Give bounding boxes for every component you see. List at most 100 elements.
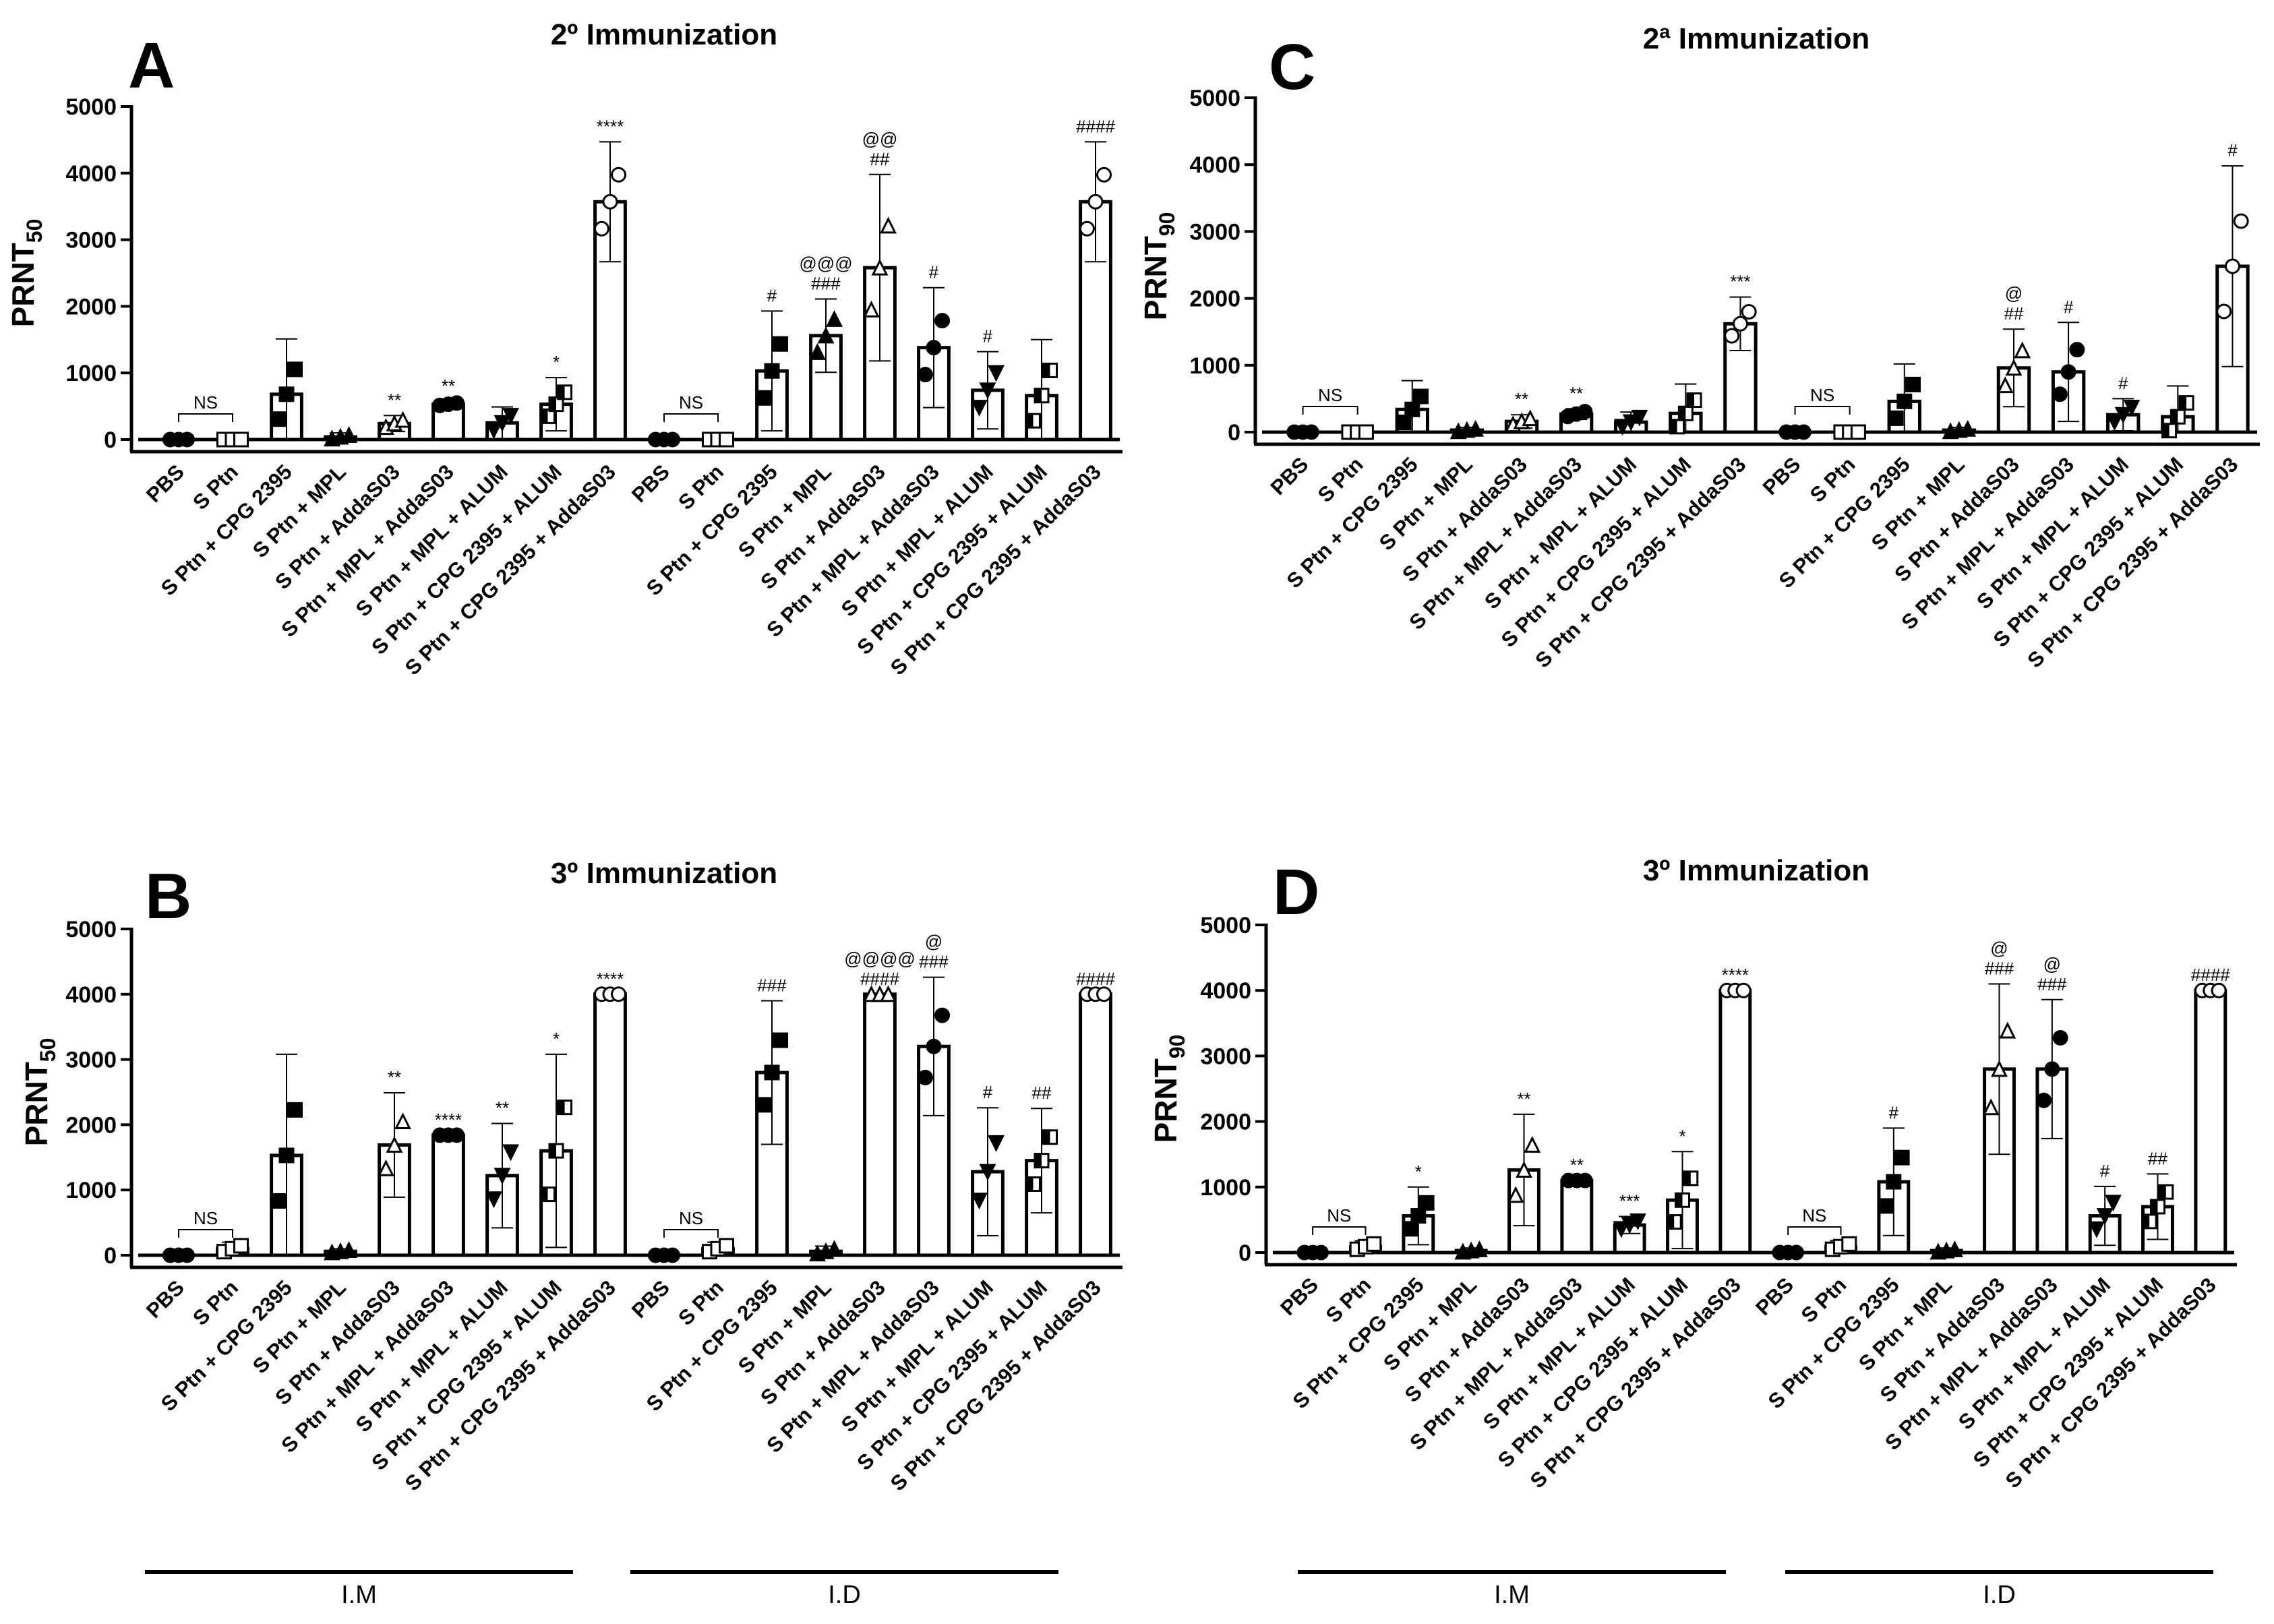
data-point-half <box>549 397 556 411</box>
data-point <box>665 431 681 448</box>
data-point <box>2005 359 2023 376</box>
significance-label: # <box>2100 1161 2110 1181</box>
route-label: I.M <box>341 1581 377 1609</box>
y-tick-label: 4000 <box>1189 152 1240 178</box>
data-point <box>1507 1186 1524 1203</box>
data-point <box>278 386 295 402</box>
y-axis-label-sub: 90 <box>1155 212 1179 237</box>
significance-label: **** <box>597 116 624 136</box>
significance-label: ## <box>2004 303 2024 324</box>
data-point <box>863 300 880 318</box>
data-point <box>287 1102 303 1118</box>
significance-label: # <box>1889 1102 1899 1122</box>
bar <box>863 992 897 1257</box>
data-point <box>1724 328 1740 344</box>
panel-title: 3º Immunization <box>1643 854 1869 887</box>
significance-label: #### <box>860 969 899 989</box>
ns-bracket <box>663 413 719 422</box>
significance-label: ** <box>388 390 401 410</box>
data-point <box>917 367 933 383</box>
significance-at-label: @@@@ <box>844 949 916 969</box>
data-point <box>493 1168 511 1185</box>
y-tick-label: 2000 <box>1200 1110 1251 1135</box>
data-point <box>1096 986 1112 1002</box>
significance-label: * <box>1415 1162 1422 1182</box>
significance-label: ** <box>388 1067 401 1087</box>
significance-label: ** <box>1515 389 1528 409</box>
data-point <box>1577 404 1593 420</box>
significance-label: #### <box>1076 969 1115 989</box>
data-point <box>1850 424 1866 440</box>
ns-bracket <box>663 1229 719 1238</box>
data-point <box>449 395 465 411</box>
panel-title: 3º Immunization <box>551 857 777 890</box>
y-tick-label: 1000 <box>1189 353 1240 379</box>
data-point <box>2114 407 2132 424</box>
data-point <box>1412 388 1429 404</box>
data-point <box>2106 414 2123 431</box>
y-tick-label: 5000 <box>65 94 117 120</box>
y-tick-label: 3000 <box>1189 219 1240 245</box>
data-point <box>270 1193 286 1209</box>
y-tick-label: 5000 <box>1189 86 1240 111</box>
data-point-half <box>1687 393 1695 407</box>
data-point-half <box>1683 1171 1691 1185</box>
significance-label: # <box>2227 140 2238 160</box>
data-point-half <box>549 1144 556 1158</box>
data-point <box>179 431 196 448</box>
y-axis-label: PRNT90 <box>1148 1035 1189 1143</box>
data-point-half <box>2162 423 2170 438</box>
data-point <box>1878 1198 1894 1214</box>
significance-label: ## <box>2148 1148 2167 1168</box>
data-point <box>988 1135 1005 1152</box>
data-point <box>880 216 897 234</box>
y-axis-label: PRNT50 <box>19 1038 60 1147</box>
data-point <box>926 1038 942 1054</box>
data-point <box>611 986 627 1002</box>
y-tick-label: 1000 <box>1200 1175 1251 1201</box>
data-point <box>1621 1217 1638 1234</box>
data-point <box>1896 393 1913 409</box>
x-tick-label: S Ptn + MPL <box>734 460 836 562</box>
y-axis-label-sub: 50 <box>36 1038 60 1062</box>
data-point <box>493 415 511 432</box>
data-point <box>1735 982 1752 998</box>
y-tick-label: 4000 <box>65 161 117 187</box>
data-point <box>1358 424 1374 440</box>
data-point-half <box>1043 1130 1050 1144</box>
significance-label: ** <box>1570 1155 1584 1175</box>
data-point-half <box>541 409 548 423</box>
data-point <box>270 411 286 427</box>
y-axis-label: PRNT90 <box>1138 212 1179 321</box>
y-tick-label: 3000 <box>65 1048 117 1073</box>
ns-label: NS <box>193 1208 218 1228</box>
panel-letter: A <box>128 30 175 102</box>
panel-c-chart: 2ª Immunization C PRNT90 0 1000 2000 3000 4000 5… <box>1138 22 2260 672</box>
ns-bracket <box>1312 1226 1367 1235</box>
y-axis-label-main: PRNT <box>19 1062 54 1146</box>
significance-label: ### <box>1985 958 2014 978</box>
data-point <box>2036 1092 2052 1108</box>
data-point-half <box>2151 1199 2158 1213</box>
data-point <box>1795 424 1812 440</box>
y-tick-label: 4000 <box>1200 978 1251 1004</box>
data-point <box>1096 167 1112 183</box>
significance-label: ** <box>496 1097 509 1118</box>
data-point <box>2224 258 2240 274</box>
panel-title: 2º Immunization <box>551 18 777 51</box>
significance-label: # <box>767 285 777 305</box>
data-point <box>1313 1244 1329 1261</box>
x-tick-label: S Ptn + MPL <box>248 1275 351 1378</box>
significance-label: ### <box>811 274 841 294</box>
data-point <box>917 1069 933 1085</box>
data-point <box>719 1238 735 1254</box>
ns-label: NS <box>1318 385 1342 405</box>
data-point <box>2060 364 2076 380</box>
x-tick-label: PBS <box>627 460 674 507</box>
data-point <box>665 1247 681 1263</box>
data-point-half <box>2159 1185 2166 1199</box>
data-point <box>394 411 411 428</box>
panel-letter: D <box>1273 856 1319 928</box>
y-tick-label: 2000 <box>1189 287 1240 312</box>
data-point <box>287 361 303 378</box>
